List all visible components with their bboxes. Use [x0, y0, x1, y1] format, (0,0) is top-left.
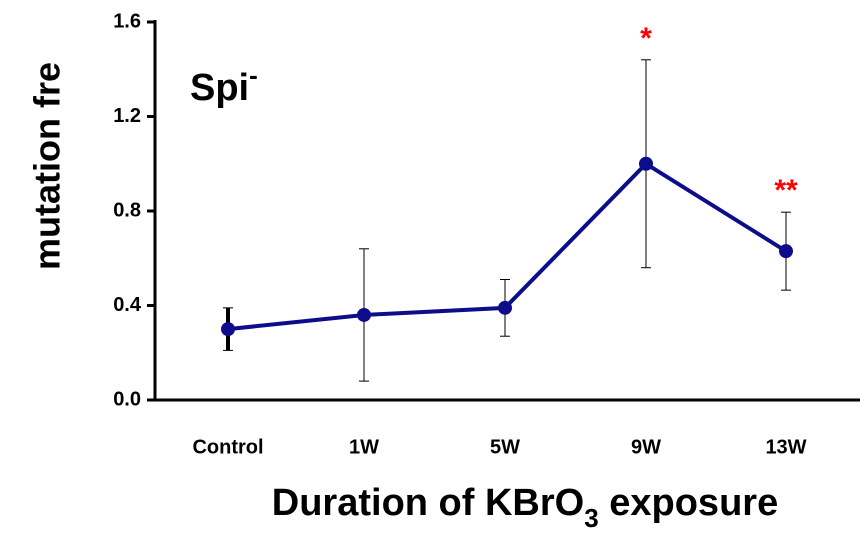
chart-title: Spi- — [190, 60, 258, 109]
significance-mark: ** — [774, 174, 798, 207]
x-label-suffix: exposure — [599, 482, 779, 524]
x-axis-label: Duration of KBrO3 exposure — [272, 482, 778, 533]
data-point — [498, 300, 512, 315]
x-tick-label: 5W — [490, 436, 520, 458]
title-superscript: - — [249, 60, 258, 90]
y-tick-label: 0.4 — [113, 294, 142, 316]
y-tick-label: 1.2 — [113, 105, 141, 127]
data-point — [221, 322, 235, 337]
y-axis-label: mutation fre — [27, 62, 68, 270]
x-tick-label: Control — [192, 436, 263, 458]
data-point — [357, 307, 371, 322]
title-text: Spi — [190, 67, 249, 109]
y-tick-label: 1.6 — [113, 10, 141, 32]
x-label-text: Duration of KBrO — [272, 482, 584, 524]
x-label-subscript: 3 — [584, 503, 598, 533]
data-point — [639, 156, 653, 171]
x-tick-label: 1W — [349, 436, 379, 458]
y-tick-label: 0.0 — [113, 388, 141, 410]
significance-mark: * — [640, 22, 652, 55]
x-tick-label: 13W — [765, 436, 806, 458]
x-tick-label: 9W — [631, 436, 661, 458]
y-tick-label: 0.8 — [113, 199, 141, 221]
data-point — [779, 244, 793, 259]
